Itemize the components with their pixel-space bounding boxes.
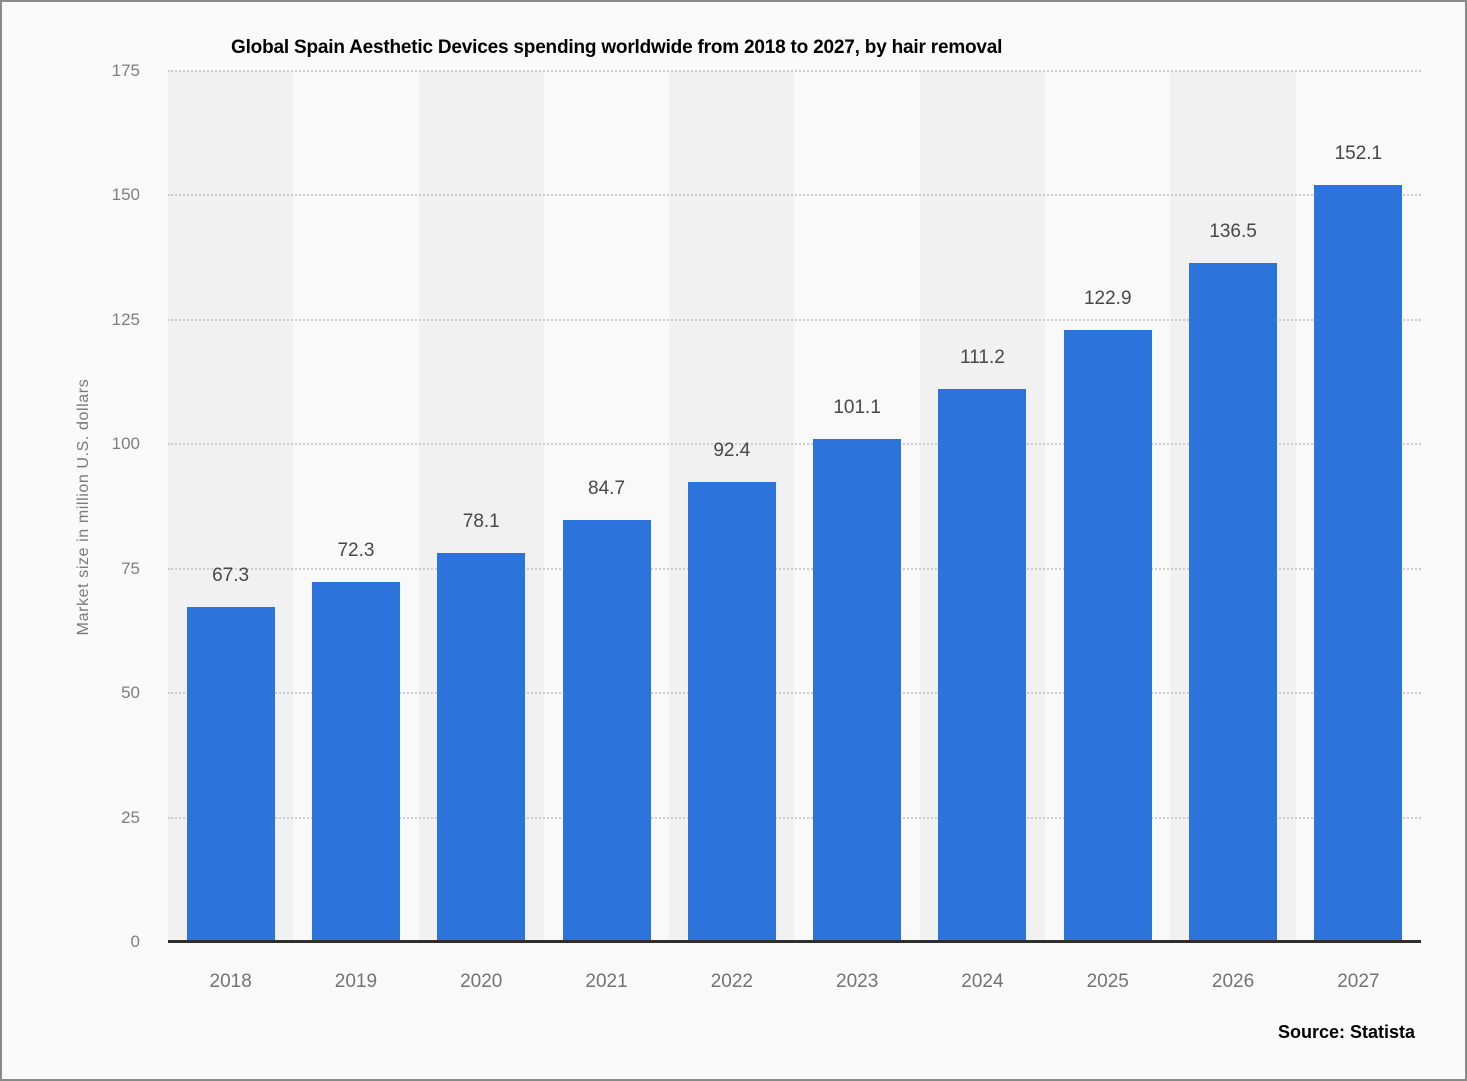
bar-value-label-2018: 67.3: [212, 565, 250, 587]
x-axis-label-2019: 2019: [334, 971, 378, 992]
bar-value-label-2027: 152.1: [1334, 142, 1383, 164]
bar-2020[interactable]: [437, 553, 526, 942]
bar-2021[interactable]: [562, 520, 651, 942]
bar-value-label-2023: 101.1: [833, 396, 881, 418]
bar-2025[interactable]: [1063, 330, 1152, 942]
bar-value-label-2019: 72.3: [337, 540, 375, 562]
x-axis-label-2027: 2027: [1337, 971, 1380, 992]
x-axis-label-2022: 2022: [710, 971, 753, 992]
x-axis-label-2023: 2023: [836, 971, 879, 992]
x-axis-label-2021: 2021: [585, 971, 628, 992]
x-axis-label-2018: 2018: [209, 971, 252, 992]
bar-2019[interactable]: [311, 582, 400, 942]
bar-2026[interactable]: [1189, 262, 1278, 942]
y-tick-label-25: 25: [121, 807, 140, 827]
gridline-150: [168, 194, 1421, 197]
bar-value-label-2022: 92.4: [713, 440, 751, 462]
y-axis-title: Market size in million U.S. dollars: [75, 378, 92, 636]
y-tick-label-50: 50: [121, 683, 140, 703]
gridline-100: [168, 443, 1421, 446]
bar-2022[interactable]: [687, 482, 776, 942]
chart-title: Global Spain Aesthetic Devices spending …: [231, 37, 1003, 58]
bar-value-label-2026: 136.5: [1209, 220, 1257, 242]
y-tick-label-0: 0: [130, 932, 140, 951]
x-axis-line: [168, 940, 1421, 943]
x-axis-label-2024: 2024: [961, 971, 1004, 992]
y-tick-label-100: 100: [111, 434, 140, 454]
bar-2018[interactable]: [186, 607, 275, 942]
gridline-75: [168, 567, 1421, 570]
bar-value-label-2024: 111.2: [960, 346, 1005, 368]
bar-2024[interactable]: [938, 388, 1027, 942]
x-axis-label-2020: 2020: [460, 971, 503, 992]
source-note: Source: Statista: [1277, 1022, 1415, 1042]
x-axis-label-2026: 2026: [1211, 971, 1255, 992]
gridline-50: [168, 692, 1421, 695]
x-axis-label-2025: 2025: [1086, 971, 1129, 992]
y-tick-label-125: 125: [111, 309, 140, 329]
y-tick-label-150: 150: [111, 185, 140, 205]
bar-value-label-2020: 78.1: [462, 511, 500, 533]
y-tick-label-175: 175: [111, 61, 140, 80]
gridline-175: [168, 70, 1421, 72]
gridline-25: [168, 816, 1421, 819]
bar-2023[interactable]: [813, 438, 902, 942]
bar-value-label-2021: 84.7: [588, 478, 626, 500]
y-tick-label-75: 75: [121, 558, 140, 578]
bar-2027[interactable]: [1314, 184, 1403, 942]
bar-value-label-2025: 122.9: [1083, 288, 1132, 310]
gridline-125: [168, 318, 1421, 321]
